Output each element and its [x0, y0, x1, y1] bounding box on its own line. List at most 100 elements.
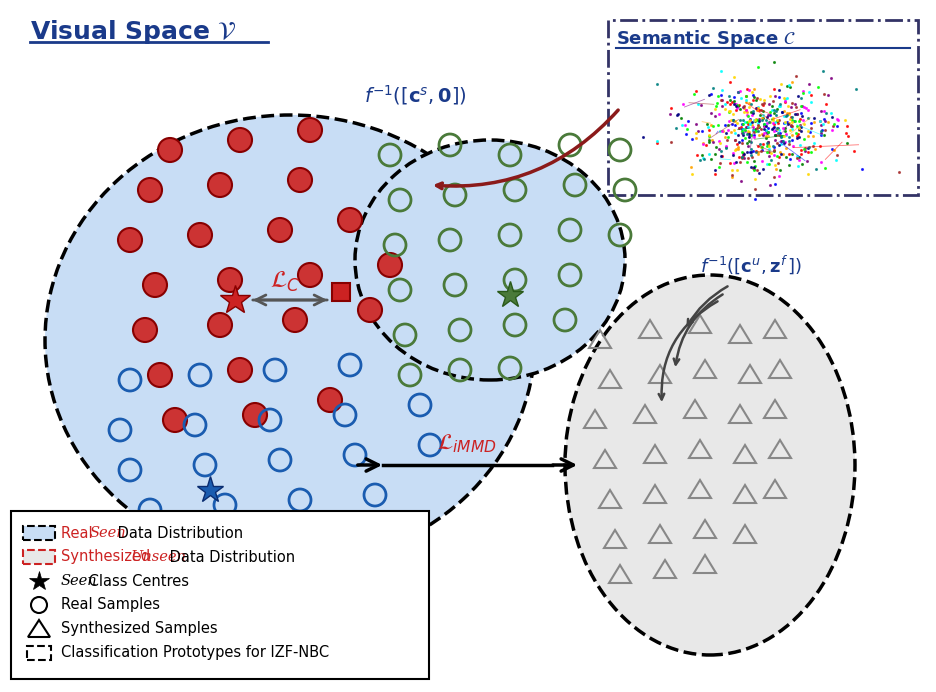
Point — [760, 127, 775, 138]
Point — [830, 120, 845, 131]
Point — [739, 91, 753, 102]
Point — [788, 128, 803, 139]
Point — [794, 145, 809, 156]
Point — [774, 131, 789, 142]
Point — [664, 102, 679, 113]
Point — [723, 94, 738, 105]
Point — [768, 90, 782, 101]
Point — [702, 131, 717, 142]
Point — [733, 156, 748, 167]
Point — [663, 109, 678, 120]
Point — [797, 118, 812, 129]
Point — [777, 131, 792, 142]
Point — [734, 119, 749, 130]
Point — [767, 171, 782, 182]
Point — [702, 135, 717, 146]
Point — [730, 142, 745, 153]
Point — [774, 148, 789, 159]
Point — [747, 161, 762, 172]
Point — [763, 90, 778, 101]
Point — [784, 111, 799, 122]
Point — [784, 115, 799, 126]
Point — [839, 127, 854, 138]
Point — [771, 100, 786, 111]
Point — [782, 107, 797, 118]
Point — [797, 145, 812, 156]
Point — [702, 129, 717, 140]
Point — [785, 117, 800, 128]
Text: Visual Space $\mathcal{V}$: Visual Space $\mathcal{V}$ — [30, 18, 237, 46]
Point — [713, 151, 728, 162]
Point — [768, 109, 783, 120]
Point — [768, 179, 782, 190]
Point — [782, 159, 797, 170]
Point — [797, 143, 812, 154]
Point — [791, 91, 806, 102]
Point — [782, 109, 797, 120]
Point — [841, 130, 856, 141]
Text: Unseen: Unseen — [131, 550, 186, 564]
Point — [771, 129, 786, 140]
Point — [752, 129, 767, 140]
Ellipse shape — [355, 140, 625, 380]
Point — [768, 130, 782, 141]
Point — [751, 119, 766, 130]
Circle shape — [288, 168, 312, 192]
Text: Synthesized Samples: Synthesized Samples — [61, 621, 218, 637]
Point — [761, 109, 776, 120]
Point — [768, 160, 782, 171]
Point — [736, 101, 751, 112]
Point — [679, 128, 694, 139]
Point — [762, 140, 777, 151]
Point — [770, 150, 785, 161]
Point — [814, 125, 829, 136]
Point — [695, 125, 709, 136]
Point — [741, 97, 756, 108]
Point — [757, 118, 772, 129]
Point — [789, 152, 804, 163]
Text: Seen: Seen — [90, 526, 126, 540]
Circle shape — [268, 218, 292, 242]
Circle shape — [133, 318, 157, 342]
Point — [767, 84, 782, 95]
Point — [766, 142, 781, 153]
Point — [782, 138, 797, 149]
Point — [722, 76, 737, 87]
Point — [727, 116, 742, 127]
Point — [794, 148, 809, 159]
Point — [795, 158, 810, 170]
Point — [752, 116, 767, 127]
Point — [754, 129, 769, 140]
Point — [778, 118, 793, 129]
Point — [787, 116, 802, 127]
Point — [753, 109, 768, 120]
Point — [773, 79, 788, 90]
Point — [727, 134, 742, 145]
Point — [792, 151, 807, 162]
Point — [776, 122, 791, 134]
Point — [727, 135, 742, 146]
Point — [797, 143, 812, 154]
Point — [724, 97, 739, 108]
Point — [812, 140, 827, 152]
Point — [737, 100, 752, 111]
Circle shape — [228, 128, 252, 152]
Point — [729, 118, 744, 129]
Point — [694, 99, 709, 110]
Point — [757, 120, 772, 131]
Point — [765, 123, 780, 134]
Point — [705, 82, 720, 93]
Point — [726, 157, 741, 168]
Point — [768, 125, 783, 136]
Point — [745, 125, 760, 136]
Point — [735, 134, 750, 145]
Point — [650, 79, 665, 90]
Point — [791, 161, 806, 172]
Point — [751, 167, 766, 178]
Point — [706, 121, 721, 132]
Point — [714, 125, 729, 136]
Point — [742, 131, 757, 143]
Point — [736, 148, 751, 159]
Point — [741, 127, 756, 138]
Point — [763, 155, 778, 166]
